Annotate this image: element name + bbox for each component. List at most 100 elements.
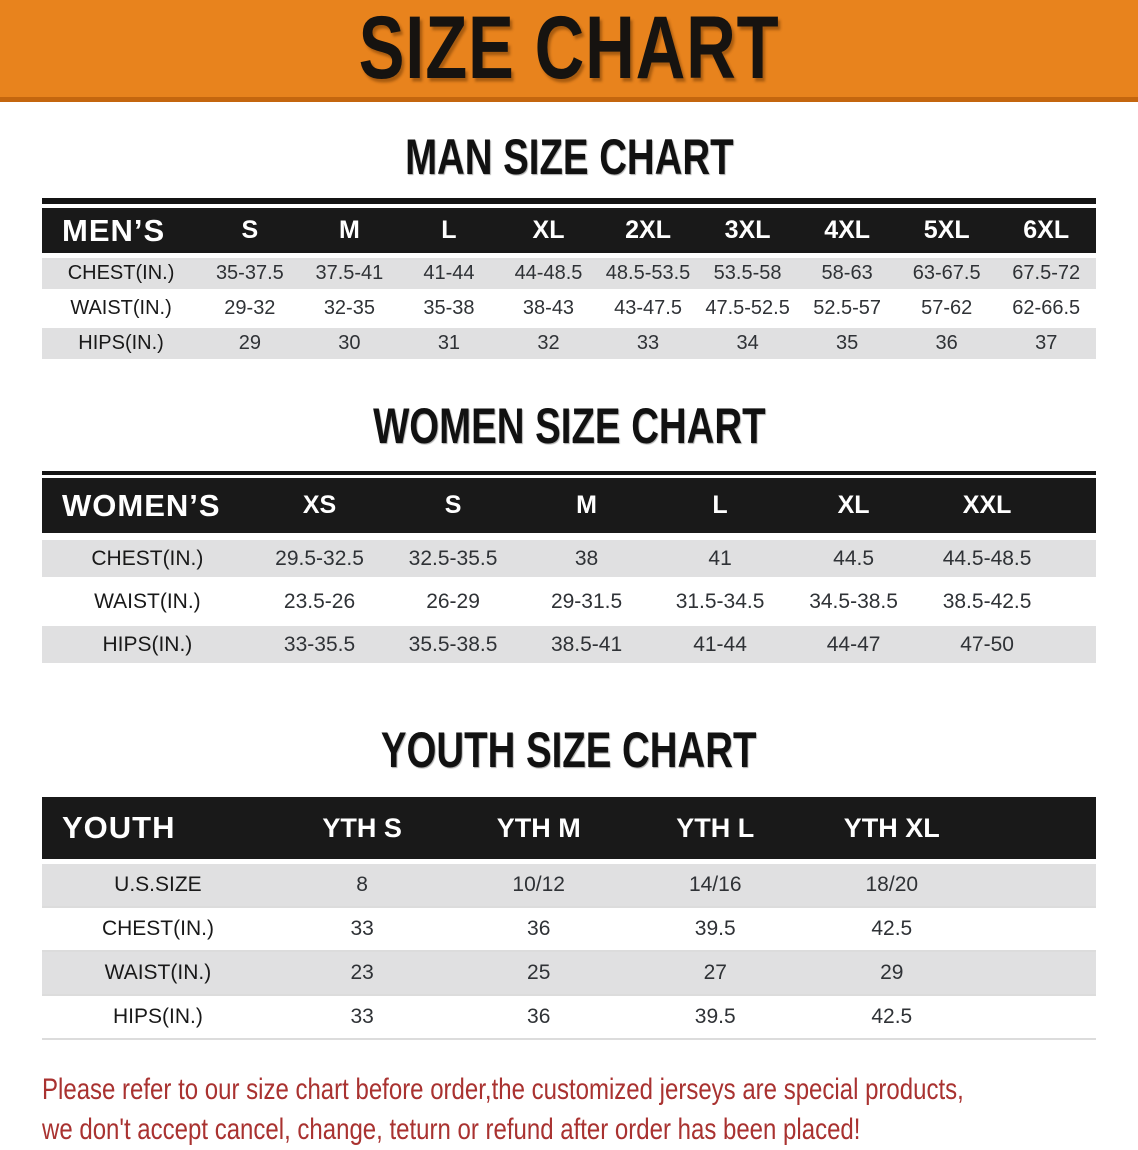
value-cell: 33 (350, 917, 374, 940)
disclaimer-line-2: we don't accept cancel, change, teturn o… (42, 1113, 861, 1146)
women-size-table: WOMEN’S XS S M L XL XXL CHEST(IN.) 29.5-32.5 32.5… (42, 471, 1096, 663)
table-row: CHEST(IN.) 29.5-32.5 32.5-35.5 38 41 44.5 44.5… (42, 540, 1096, 577)
value-cell: 32 (537, 332, 560, 354)
value-cell: 44-48.5 (514, 262, 583, 284)
value-cell: 67.5-72 (1012, 262, 1081, 284)
size-header-cell: YTH XL (843, 812, 940, 843)
size-header-cell: 4XL (824, 216, 871, 244)
table-row: CHEST(IN.) 33 36 39.5 42.5 (42, 908, 1096, 952)
table-row: WAIST(IN.) 23.5-26 26-29 29-31.5 31.5-34.5 34… (42, 583, 1096, 620)
value-cell: 35 (836, 332, 859, 354)
value-cell: 36 (527, 1005, 551, 1028)
size-header-cell: XS (302, 491, 337, 519)
table-row: HIPS(IN.) 29 30 31 32 33 34 35 36 37 (42, 328, 1096, 359)
value-cell: 38.5-41 (550, 632, 623, 656)
row-label: U.S.SIZE (114, 873, 202, 896)
table-row: CHEST(IN.) 35-37.5 37.5-41 41-44 44-48.5 48.5… (42, 258, 1096, 289)
table-row: WAIST(IN.) 23 25 27 29 (42, 952, 1096, 996)
youth-size-chart-heading-text: YOUTH SIZE CHART (381, 722, 757, 779)
row-label: HIPS(IN.) (113, 1005, 203, 1028)
row-label: HIPS(IN.) (102, 632, 193, 656)
value-cell: 23.5-26 (283, 589, 356, 613)
value-cell: 33-35.5 (283, 632, 356, 656)
value-cell: 33 (636, 332, 660, 354)
value-cell: 25 (527, 961, 551, 984)
value-cell: 43-47.5 (614, 297, 682, 319)
value-cell: 34 (736, 332, 759, 354)
value-cell: 29.5-32.5 (275, 546, 364, 570)
row-label: CHEST(IN.) (101, 917, 214, 940)
value-cell: 39.5 (694, 917, 736, 940)
table-corner-label: YOUTH (62, 810, 176, 845)
value-cell: 42.5 (871, 1005, 913, 1028)
value-cell: 35-38 (423, 297, 475, 319)
size-header-cell: 5XL (923, 216, 970, 244)
women-size-chart-heading: WOMEN SIZE CHART (0, 363, 1138, 455)
men-size-table: MEN’S S M L XL 2XL 3XL 4XL 5XL 6XL CHEST(IN.) 35-37… (42, 198, 1096, 359)
table-row: HIPS(IN.) 33 36 39.5 42.5 (42, 996, 1096, 1040)
value-cell: 18/20 (865, 873, 919, 896)
size-header-cell: 3XL (724, 216, 771, 244)
value-cell: 33 (350, 1005, 374, 1028)
size-header-cell: XL (532, 216, 565, 244)
value-cell: 29-32 (224, 297, 276, 319)
value-cell: 38.5-42.5 (942, 589, 1032, 613)
value-cell: 52.5-57 (813, 297, 882, 319)
size-header-cell: XL (837, 491, 870, 519)
value-cell: 30 (338, 332, 361, 354)
value-cell: 31 (437, 332, 461, 354)
value-cell: 37 (1035, 332, 1058, 354)
size-header-cell: YTH L (676, 812, 755, 843)
value-cell: 63-67.5 (912, 262, 981, 284)
table-row: WAIST(IN.) 29-32 32-35 35-38 38-43 43-47.5 47.… (42, 293, 1096, 324)
value-cell: 29 (238, 332, 261, 354)
value-cell: 39.5 (694, 1005, 736, 1028)
size-header-cell: M (576, 491, 597, 519)
table-header-band: MEN’S S M L XL 2XL 3XL 4XL 5XL 6XL (42, 208, 1096, 253)
man-size-chart-heading: MAN SIZE CHART (0, 102, 1138, 186)
value-cell: 53.5-58 (713, 262, 782, 284)
value-cell: 44.5-48.5 (942, 546, 1032, 570)
table-corner-label: MEN’S (62, 212, 166, 248)
value-cell: 58-63 (821, 262, 873, 284)
table-row: U.S.SIZE 8 10/12 14/16 18/20 (42, 864, 1096, 908)
size-header-cell: S (444, 491, 462, 519)
value-cell: 48.5-53.5 (605, 262, 691, 284)
youth-size-chart-heading: YOUTH SIZE CHART (0, 669, 1138, 779)
value-cell: 8 (356, 873, 368, 896)
size-header-cell: M (338, 216, 360, 244)
value-cell: 47.5-52.5 (705, 297, 790, 319)
value-cell: 38 (574, 546, 599, 570)
banner-title: SIZE CHART (358, 0, 780, 98)
value-cell: 62-66.5 (1012, 297, 1081, 319)
value-cell: 32-35 (323, 297, 375, 319)
row-label: WAIST(IN.) (94, 589, 201, 613)
value-cell: 35.5-38.5 (408, 632, 498, 656)
value-cell: 27 (703, 961, 727, 984)
value-cell: 41-44 (423, 262, 475, 284)
disclaimer-note: Please refer to our size chart before or… (42, 1070, 1138, 1150)
value-cell: 14/16 (688, 873, 742, 896)
size-header-cell: YTH S (322, 812, 402, 843)
man-size-chart-heading-text: MAN SIZE CHART (404, 129, 734, 186)
size-chart-banner: SIZE CHART (0, 0, 1138, 102)
value-cell: 29-31.5 (550, 589, 623, 613)
value-cell: 35-37.5 (215, 262, 284, 284)
value-cell: 47-50 (960, 632, 1014, 656)
value-cell: 44-47 (826, 632, 881, 656)
table-header-band: YOUTH YTH S YTH M YTH L YTH XL (42, 797, 1096, 859)
table-row: HIPS(IN.) 33-35.5 35.5-38.5 38.5-41 41-44 44-… (42, 626, 1096, 663)
row-label: WAIST(IN.) (70, 297, 172, 319)
row-label: CHEST(IN.) (91, 546, 204, 570)
row-label: HIPS(IN.) (78, 332, 164, 354)
size-header-cell: 6XL (1023, 216, 1070, 244)
youth-size-table: YOUTH YTH S YTH M YTH L YTH XL U.S.SIZE 8 10/12… (42, 797, 1096, 1040)
value-cell: 44.5 (833, 546, 875, 570)
value-cell: 10/12 (512, 873, 565, 896)
value-cell: 37.5-41 (315, 262, 384, 284)
value-cell: 36 (527, 917, 551, 940)
value-cell: 42.5 (871, 917, 913, 940)
value-cell: 41 (708, 546, 732, 570)
value-cell: 41-44 (693, 632, 747, 656)
value-cell: 36 (935, 332, 958, 354)
